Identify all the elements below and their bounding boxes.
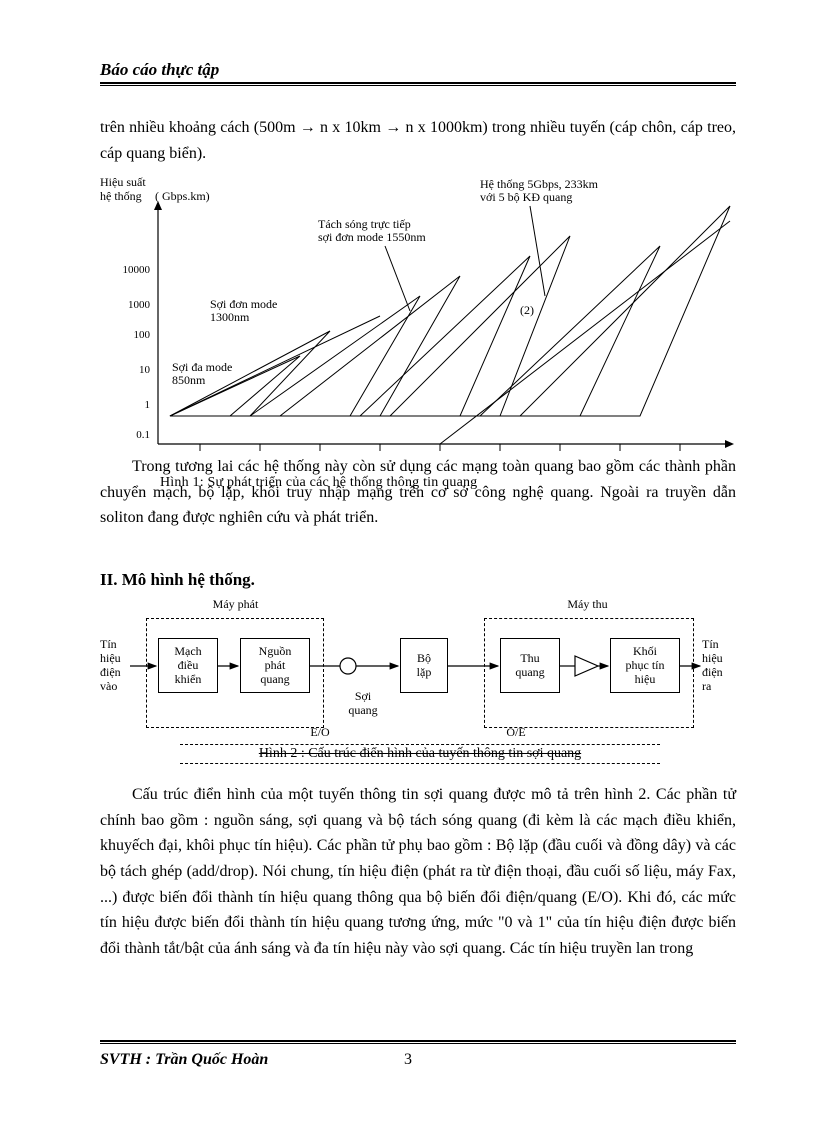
para-3: Cấu trúc điển hình của một tuyến thông t…	[100, 782, 736, 961]
header-title: Báo cáo thực tập	[100, 60, 736, 80]
footer-rule	[100, 1041, 736, 1045]
performance-chart: Hiệu suất hệ thống ( Gbps.km) 10000 1000…	[100, 176, 736, 506]
section-2-title: II. Mô hình hệ thống.	[100, 570, 736, 590]
para-1: trên nhiều khoảng cách (500m → n x 10km …	[100, 115, 736, 166]
chart-caption-overlay: Hình 1: Sự phát triển của các hệ thống t…	[160, 472, 477, 494]
diagram-svg	[100, 598, 736, 768]
page-number: 3	[404, 1051, 412, 1069]
system-diagram: Máy phát Máy thu Mạch điều khiển Nguồn p…	[100, 598, 736, 768]
header-rule	[100, 83, 736, 87]
footer-text: SVTH : Trần Quốc Hoàn	[100, 1051, 268, 1069]
diagram-caption: Hình 2 : Cấu trúc điển hình của tuyến th…	[180, 744, 660, 764]
